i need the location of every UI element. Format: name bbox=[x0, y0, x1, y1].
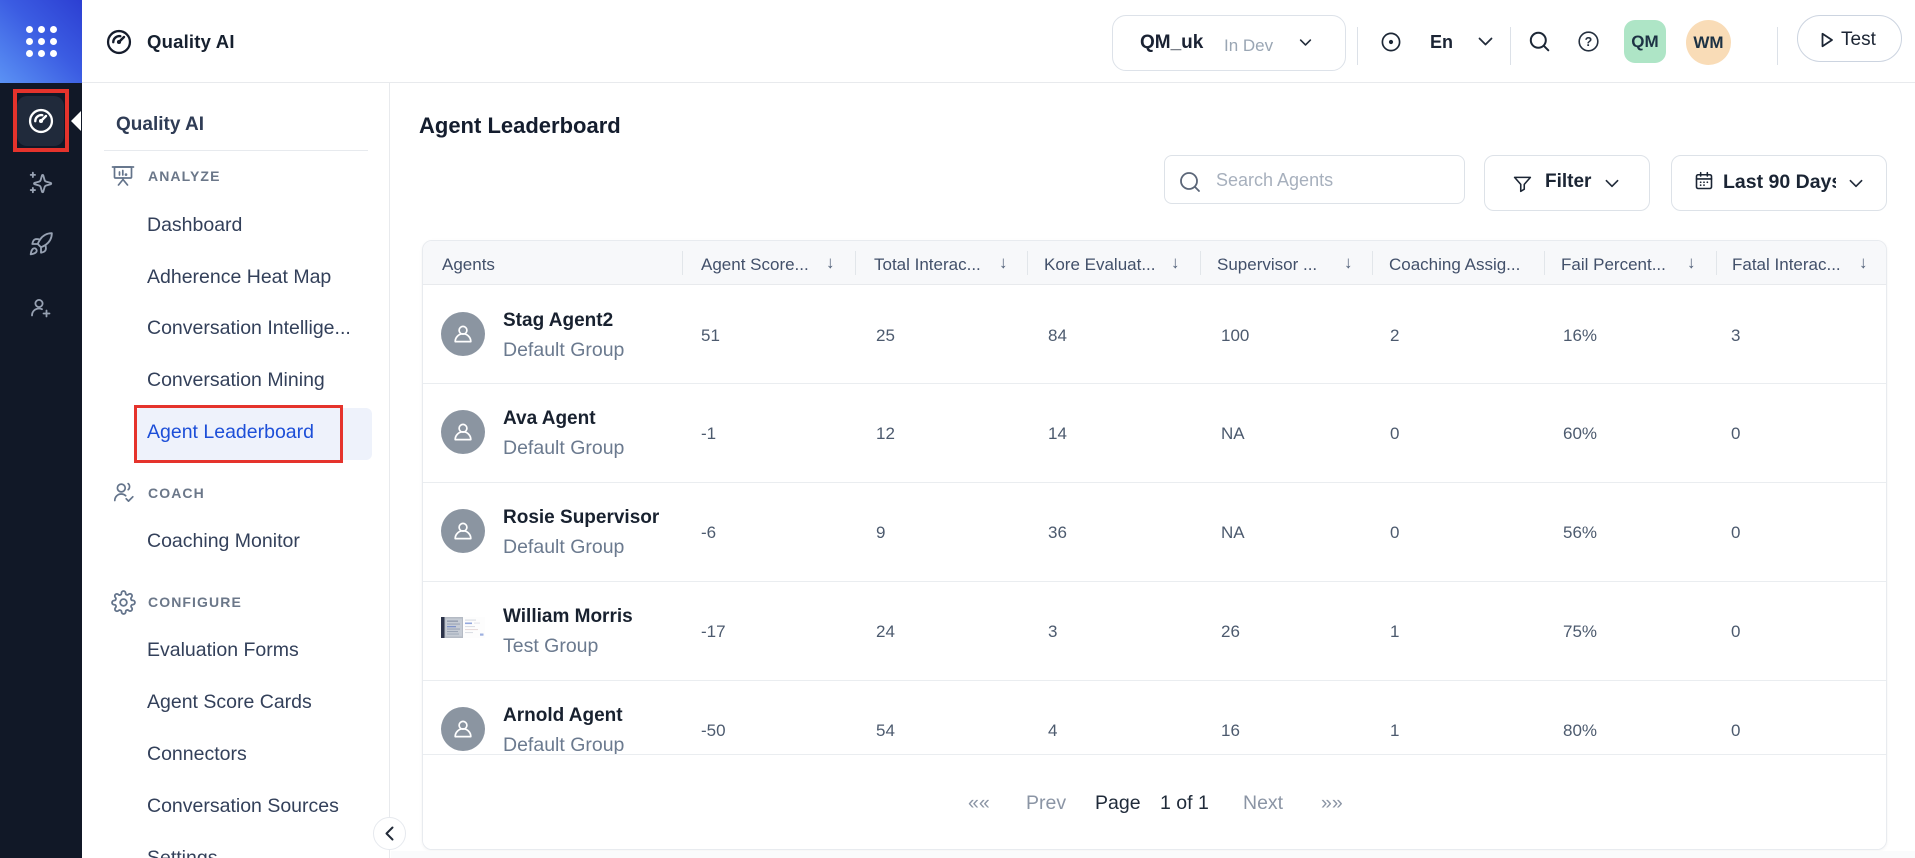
svg-text:?: ? bbox=[1585, 35, 1593, 49]
